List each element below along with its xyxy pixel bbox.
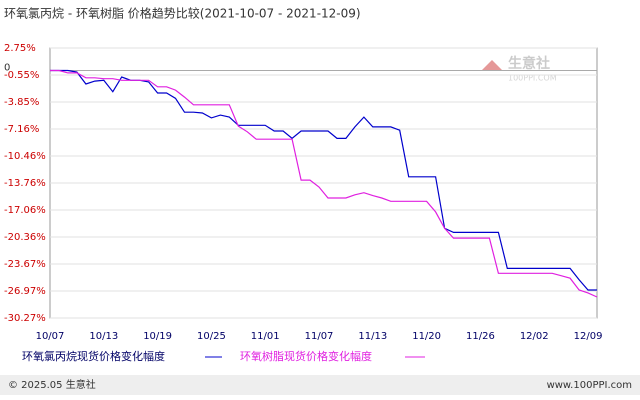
y-tick-label: -3.85% — [4, 97, 39, 108]
footer-right: www.100PPI.com — [547, 380, 632, 391]
x-tick-label: 10/07 — [36, 331, 65, 342]
chart-title: 环氧氯丙烷 - 环氧树脂 价格趋势比较(2021-10-07 - 2021-12… — [4, 6, 361, 21]
y-tick-label: -30.27% — [4, 313, 46, 324]
x-tick-label: 11/01 — [251, 331, 280, 342]
x-tick-label: 12/02 — [520, 331, 549, 342]
x-tick-label: 11/07 — [305, 331, 334, 342]
y-tick-label: -13.76% — [4, 178, 46, 189]
legend-label: 环氧树脂现货价格变化幅度 — [240, 349, 372, 363]
watermark-icon — [482, 60, 502, 70]
y-tick-label: -7.16% — [4, 124, 39, 135]
x-tick-label: 11/13 — [358, 331, 387, 342]
y-tick-label: -17.06% — [4, 205, 46, 216]
watermark-site: 100PPI.COM — [508, 74, 557, 83]
watermark-name: 生意社 — [508, 55, 550, 72]
y-tick-label: -20.36% — [4, 232, 46, 243]
watermark: 生意社 100PPI.COM — [482, 55, 557, 83]
y-tick-label: -10.46% — [4, 151, 46, 162]
y-tick-label: -23.67% — [4, 259, 46, 270]
y-tick-label: -26.97% — [4, 286, 46, 297]
x-tick-label: 10/13 — [89, 331, 118, 342]
y-tick-label: 2.75% — [4, 43, 36, 54]
footer-bar — [0, 375, 640, 395]
y-tick-label: -0.55% — [4, 70, 39, 81]
x-tick-label: 11/26 — [466, 331, 495, 342]
annotation: 0 — [4, 62, 10, 73]
x-tick-label: 10/19 — [143, 331, 172, 342]
x-tick-label: 11/20 — [412, 331, 441, 342]
series-line — [50, 69, 598, 298]
x-tick-label: 10/25 — [197, 331, 226, 342]
x-tick-label: 12/09 — [574, 331, 603, 342]
legend-label: 环氧氯丙烷现货价格变化幅度 — [22, 349, 165, 363]
footer-left: © 2025.05 生意社 — [8, 378, 96, 391]
